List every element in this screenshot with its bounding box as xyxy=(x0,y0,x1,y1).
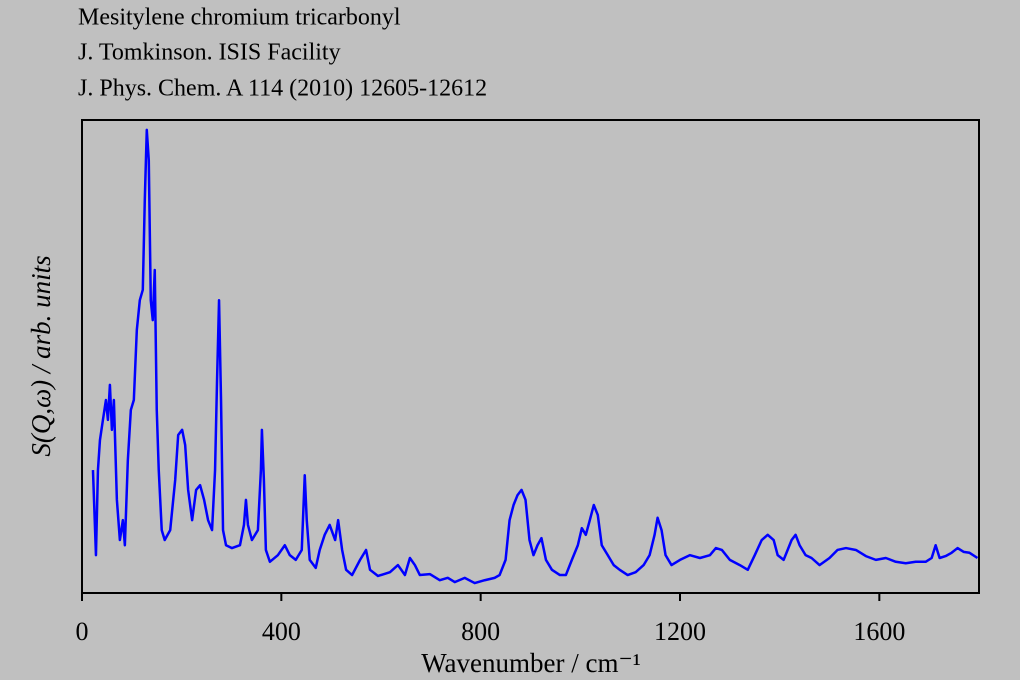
title-line: J. Tomkinson. ISIS Facility xyxy=(78,40,341,66)
x-tick-label: 800 xyxy=(461,617,500,646)
spectrum-line xyxy=(91,128,979,585)
title-line: Mesitylene chromium tricarbonyl xyxy=(78,5,401,31)
x-tick-label: 0 xyxy=(76,617,89,646)
x-tick-label: 1600 xyxy=(853,617,905,646)
x-axis-label: Wavenumber / cm⁻¹ xyxy=(421,648,641,678)
x-tick-label: 400 xyxy=(262,617,301,646)
title-line: J. Phys. Chem. A 114 (2010) 12605-12612 xyxy=(78,76,487,102)
y-axis-label: S(Q,ω) / arb. units xyxy=(26,255,56,456)
x-tick-label: 1200 xyxy=(654,617,706,646)
plot-frame xyxy=(81,119,980,594)
